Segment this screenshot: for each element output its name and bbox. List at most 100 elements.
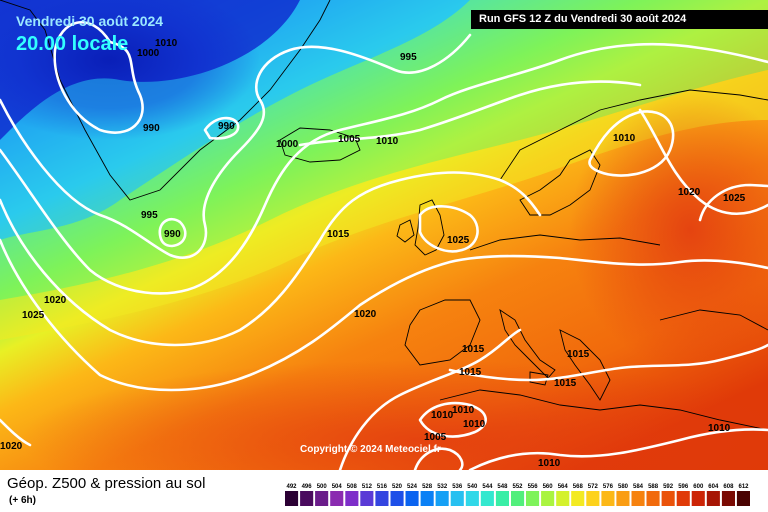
scale-tick-label: 580 bbox=[618, 484, 629, 490]
legend-bar: Géop. Z500 & pression au sol (+ 6h) 492 4… bbox=[0, 470, 768, 512]
isobar-label: 1015 bbox=[462, 344, 485, 355]
isobar-label: 1020 bbox=[0, 441, 23, 452]
scale-swatch bbox=[285, 491, 299, 506]
scale-tick-label: 612 bbox=[738, 484, 749, 490]
isobar-990-greenland bbox=[203, 116, 240, 140]
scale-swatch bbox=[616, 491, 630, 506]
scale-swatch bbox=[526, 491, 540, 506]
scale-tick-label: 572 bbox=[588, 484, 599, 490]
copyright-notice: Copyright © 2024 Meteociel.fr bbox=[300, 444, 441, 455]
isobar-1015-med bbox=[448, 343, 768, 382]
scale-swatch bbox=[631, 491, 645, 506]
isobar-label: 1020 bbox=[678, 187, 701, 198]
scale-tick-label: 564 bbox=[558, 484, 569, 490]
scale-tick-label: 500 bbox=[317, 484, 328, 490]
scale-tick-label: 608 bbox=[723, 484, 734, 490]
isobar-990-atlantic bbox=[158, 217, 187, 248]
z500-ridge-east bbox=[570, 90, 768, 370]
scale-tick-label: 556 bbox=[528, 484, 539, 490]
scale-swatch bbox=[315, 491, 329, 506]
isobar-1025-britain bbox=[418, 205, 479, 253]
isobar-label: 1010 bbox=[708, 423, 731, 434]
scale-swatch bbox=[586, 491, 600, 506]
isobar-label: 1020 bbox=[44, 295, 67, 306]
scale-tick-label: 492 bbox=[286, 484, 297, 490]
scale-swatch bbox=[541, 491, 555, 506]
isobar-label: 1010 bbox=[155, 38, 178, 49]
forecast-step: (+ 6h) bbox=[9, 495, 36, 506]
scale-tick-label: 600 bbox=[693, 484, 704, 490]
scale-tick-label: 596 bbox=[678, 484, 689, 490]
scale-swatch bbox=[480, 491, 494, 506]
isobar-label: 1025 bbox=[723, 193, 746, 204]
isobar-label: 1015 bbox=[459, 367, 482, 378]
isobar-1015-iberia bbox=[338, 328, 522, 470]
scale-tick-label: 528 bbox=[422, 484, 433, 490]
isobar-1010-spain bbox=[418, 401, 487, 438]
scale-tick-label: 548 bbox=[497, 484, 508, 490]
scale-tick-label: 532 bbox=[437, 484, 448, 490]
scale-swatch bbox=[556, 491, 570, 506]
scale-swatch bbox=[736, 491, 750, 506]
scale-swatch bbox=[450, 491, 464, 506]
isobar-1010-africa bbox=[468, 428, 768, 470]
scale-swatch bbox=[511, 491, 525, 506]
scale-swatch bbox=[390, 491, 404, 506]
isobar-1020-atlantic bbox=[0, 238, 768, 392]
scale-tick-label: 576 bbox=[603, 484, 614, 490]
isobar-label: 990 bbox=[143, 123, 160, 134]
isobar-label: 1005 bbox=[338, 134, 361, 145]
scale-swatch bbox=[495, 491, 509, 506]
isobar-label: 995 bbox=[141, 210, 158, 221]
scale-swatch bbox=[691, 491, 705, 506]
scale-swatch bbox=[375, 491, 389, 506]
isobar-1005 bbox=[0, 42, 768, 295]
scale-swatch bbox=[360, 491, 374, 506]
isobar-label: 1015 bbox=[554, 378, 577, 389]
scale-tick-label: 592 bbox=[663, 484, 674, 490]
field-title: Géop. Z500 & pression au sol bbox=[7, 475, 206, 492]
color-scale: 492 496 500 504 508 512 516 520 524 528 532 536 540 5… bbox=[285, 484, 750, 506]
scale-tick-label: 552 bbox=[512, 484, 523, 490]
scale-swatch bbox=[345, 491, 359, 506]
scale-swatch bbox=[676, 491, 690, 506]
scale-tick-label: 588 bbox=[648, 484, 659, 490]
scale-swatch bbox=[330, 491, 344, 506]
scale-tick-label: 504 bbox=[332, 484, 343, 490]
isobar-label: 1010 bbox=[376, 136, 399, 147]
isobar-1010-north bbox=[298, 80, 642, 147]
scale-tick-label: 508 bbox=[347, 484, 358, 490]
isobar-label: 1010 bbox=[452, 405, 475, 416]
scale-tick-label: 524 bbox=[407, 484, 418, 490]
isobar-label: 1000 bbox=[137, 48, 160, 59]
isobar-label: 1010 bbox=[538, 458, 561, 469]
scale-tick-label: 568 bbox=[573, 484, 584, 490]
isobar-1000 bbox=[53, 21, 144, 134]
isobar-1010-scandinavia bbox=[588, 110, 675, 177]
scale-swatch bbox=[405, 491, 419, 506]
isobar-1020-southwest bbox=[0, 418, 32, 447]
isobar-1015-atlantic bbox=[0, 171, 542, 347]
isobar-label: 1015 bbox=[567, 349, 590, 360]
isobar-1025-east bbox=[698, 183, 768, 222]
isobar-label: 1025 bbox=[22, 310, 45, 321]
pressure-map: 1000 1010 995 990 990 1000 1005 1010 101… bbox=[0, 0, 768, 470]
isobar-label: 1025 bbox=[447, 235, 470, 246]
isobar-labels: 1000 1010 995 990 990 1000 1005 1010 101… bbox=[0, 38, 746, 469]
isobar-1020-east bbox=[638, 108, 768, 215]
isobar-label: 1010 bbox=[613, 133, 636, 144]
scale-swatch bbox=[706, 491, 720, 506]
scale-swatch bbox=[571, 491, 585, 506]
z500-band-green bbox=[0, 0, 768, 300]
scale-swatch bbox=[465, 491, 479, 506]
scale-swatch bbox=[300, 491, 314, 506]
isobar-label: 1020 bbox=[354, 309, 377, 320]
isobar-label: 990 bbox=[164, 229, 181, 240]
isobar-label: 1015 bbox=[327, 229, 350, 240]
scale-swatch bbox=[661, 491, 675, 506]
scale-swatch bbox=[435, 491, 449, 506]
scale-tick-label: 512 bbox=[362, 484, 373, 490]
scale-tick-label: 544 bbox=[482, 484, 493, 490]
scale-swatch bbox=[420, 491, 434, 506]
